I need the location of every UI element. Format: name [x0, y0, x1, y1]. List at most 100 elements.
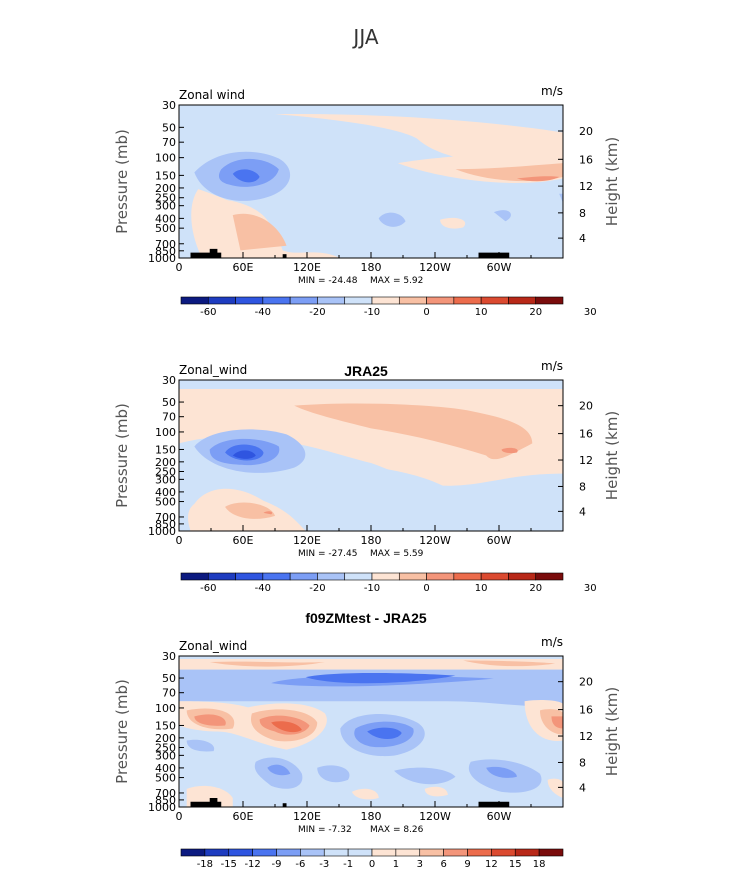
colorbar-swatch	[514, 848, 540, 857]
colorbar-swatch	[371, 848, 397, 857]
pressure-tick-label: 100	[155, 152, 176, 165]
max-label: MAX = 5.59	[370, 549, 424, 559]
colorbar-swatch	[398, 296, 427, 305]
height-tick-label: 12	[579, 454, 593, 467]
colorbar-swatch	[480, 296, 509, 305]
colorbar-swatch	[289, 572, 318, 581]
height-tick-label: 8	[579, 480, 586, 493]
colorbar-label: 0	[369, 859, 375, 870]
pressure-tick-label: 300	[155, 200, 176, 213]
pressure-tick-label: 250	[155, 742, 176, 755]
pressure-tick-label: 100	[155, 426, 176, 439]
pressure-tick-label: 30	[162, 374, 176, 387]
colorbar-swatch	[344, 296, 373, 305]
contour-field	[179, 105, 563, 258]
colorbar-swatch	[180, 848, 206, 857]
pressure-tick-label: 700	[155, 511, 176, 524]
colorbar-swatch	[207, 572, 236, 581]
contour-field	[179, 656, 563, 807]
contour-region-pos_3	[501, 447, 518, 454]
topography	[478, 252, 510, 258]
lon-tick-label: 120E	[293, 534, 321, 547]
pressure-tick-label: 200	[155, 182, 176, 195]
contour-region-pos_3	[194, 714, 226, 726]
pressure-tick-label: 70	[162, 136, 176, 149]
pressure-tick-label: 150	[155, 719, 176, 732]
colorbar-swatch	[535, 572, 564, 581]
colorbar-label: 10	[475, 583, 488, 594]
colorbar-swatch	[300, 848, 325, 857]
colorbar-swatch	[538, 848, 564, 857]
contour-region-pos_3	[551, 716, 563, 729]
contour-layers	[179, 105, 563, 258]
lon-tick-label: 180	[361, 261, 382, 274]
lon-tick-label: 180	[361, 534, 382, 547]
colorbar-label: 30	[584, 583, 597, 594]
colorbar-swatch	[426, 296, 455, 305]
lon-tick-label: 0	[176, 810, 183, 823]
colorbar-label: -20	[309, 307, 325, 318]
topography	[190, 797, 222, 807]
field-label: Zonal wind	[179, 88, 245, 102]
min-label: MIN = -27.45	[298, 549, 357, 559]
lon-tick-label: 120W	[419, 534, 451, 547]
colorbar-label: 15	[509, 859, 522, 870]
y-axis-title: Pressure (mb)	[113, 403, 131, 508]
colorbar-swatch	[371, 296, 400, 305]
pressure-tick-label: 300	[155, 749, 176, 762]
pressure-tick-label: 500	[155, 222, 176, 235]
colorbar-swatch	[426, 572, 455, 581]
height-tick-label: 8	[579, 756, 586, 769]
y-axis-right-title: Height (km)	[603, 687, 621, 776]
contour-region-neg_4	[305, 672, 456, 684]
colorbar-swatch	[276, 848, 301, 857]
contour-region-pos_1	[275, 113, 563, 165]
units-label: m/s	[541, 359, 563, 373]
units-label: m/s	[541, 84, 563, 98]
lon-tick-label: 120E	[293, 810, 321, 823]
pressure-tick-label: 500	[155, 772, 176, 785]
height-tick-label: 16	[579, 704, 593, 717]
contour-region-neg_2	[394, 767, 456, 785]
panel-title: f09ZMtest - JRA25	[305, 610, 427, 626]
contour-region-pos_1	[440, 217, 466, 229]
height-tick-label: 12	[579, 180, 593, 193]
colorbar-label: -60	[200, 583, 216, 594]
contour-region-pos_2	[463, 660, 556, 667]
panel-1: f09ZMtest (yrs 1-5)Zonal windm/s30507010…	[113, 84, 621, 318]
pressure-tick-label: 200	[155, 732, 176, 745]
contour-region-pos_4	[271, 721, 302, 733]
contour-region-pos_1	[186, 785, 233, 807]
contour-layers	[179, 380, 563, 531]
contour-region-pos_2	[232, 213, 287, 251]
colorbar-swatch	[262, 296, 291, 305]
contour-region-neg_1	[300, 463, 563, 531]
colorbar-label: 10	[475, 307, 488, 318]
colorbar-swatch	[419, 848, 444, 857]
colorbar-swatch	[508, 572, 537, 581]
min-label: MIN = -7.32	[298, 825, 352, 835]
contour-region-neg_5	[232, 450, 256, 459]
contour-region-neg_3	[267, 764, 291, 776]
colorbar-swatch	[535, 296, 564, 305]
colorbar: -60 -40 -20 -10 0 10 20 30	[180, 572, 597, 594]
colorbar-label: 18	[533, 859, 546, 870]
lon-tick-label: 60W	[487, 810, 512, 823]
height-tick-label: 4	[579, 781, 586, 794]
colorbar-swatch	[204, 848, 230, 857]
contour-region-pos_2	[539, 709, 563, 735]
contour-region-neg_2	[493, 210, 511, 222]
contour-region-pos_2	[225, 502, 275, 519]
colorbar-label: 0	[423, 583, 429, 594]
lon-tick-label: 60W	[487, 261, 512, 274]
y-axis-title: Pressure (mb)	[113, 129, 131, 234]
lon-tick-label: 60E	[233, 261, 254, 274]
colorbar-label: -12	[244, 859, 260, 870]
pressure-tick-label: 850	[155, 518, 176, 531]
pressure-tick-label: 70	[162, 687, 176, 700]
units-label: m/s	[541, 635, 563, 649]
pressure-tick-label: 1000	[148, 525, 176, 538]
pressure-tick-label: 250	[155, 192, 176, 205]
colorbar-swatch	[323, 848, 349, 857]
